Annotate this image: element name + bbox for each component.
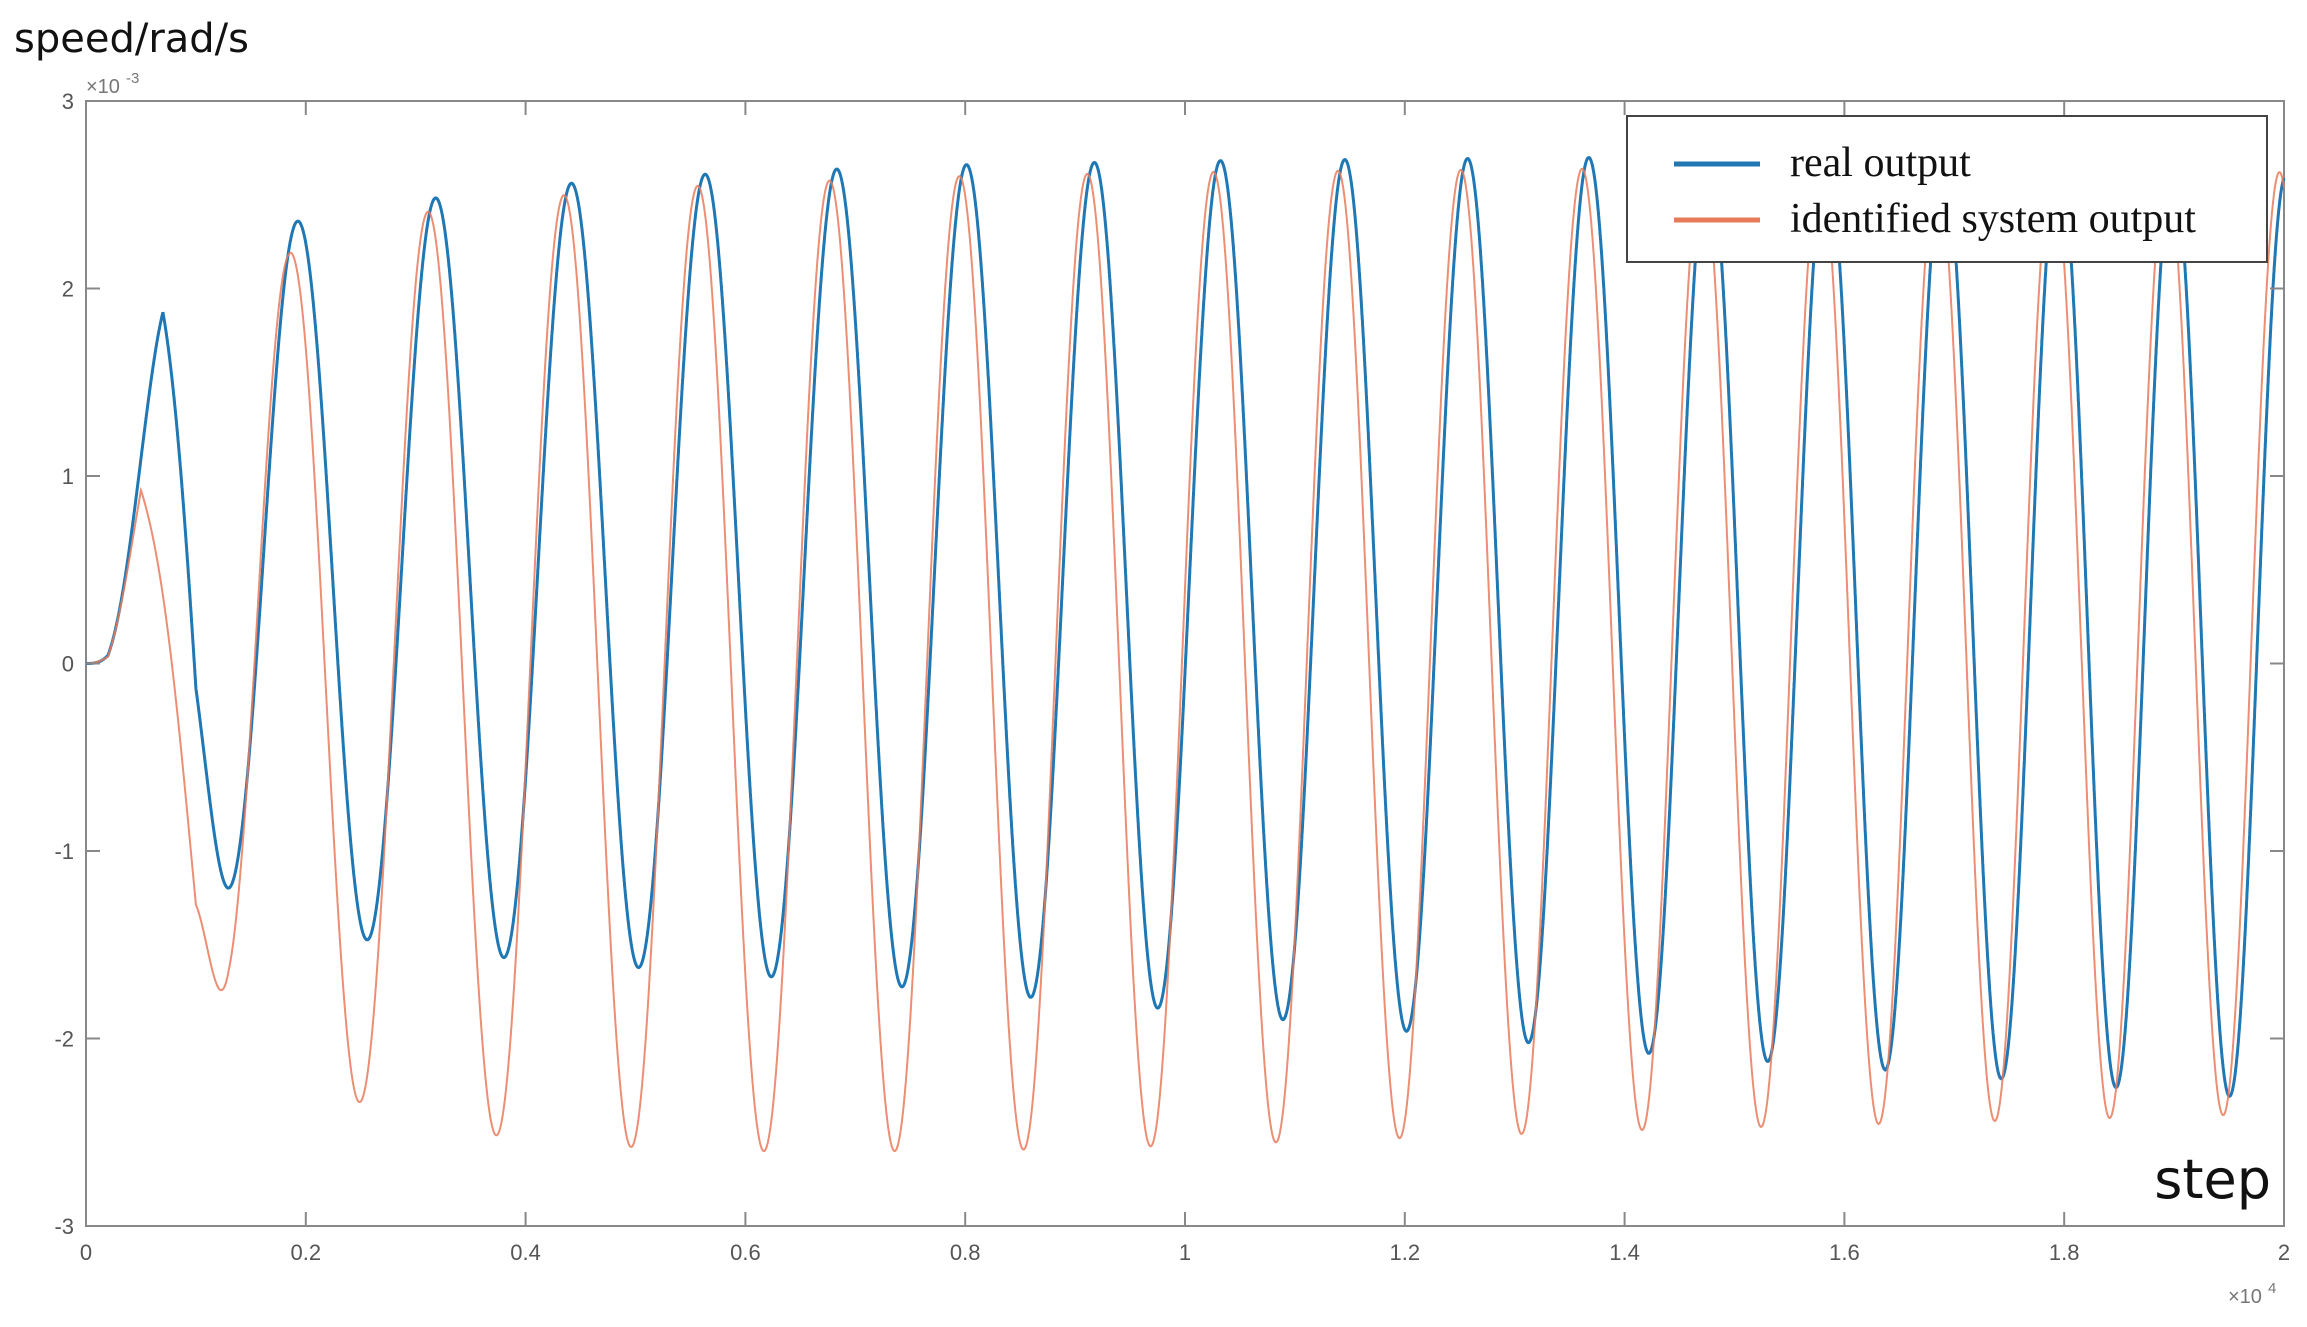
- x-axis-label: step: [2154, 1148, 2271, 1211]
- legend-box: [1626, 115, 2268, 263]
- x-tick-label-0: 0: [80, 1240, 92, 1265]
- y-tick-label-4: 1: [62, 464, 74, 489]
- legend-label-identified-system-output: identified system output: [1790, 196, 2196, 242]
- x-tick-label-6: 1.2: [1390, 1240, 1421, 1265]
- svg-text:4: 4: [2268, 1280, 2276, 1297]
- x-multiplier: ×10 4: [2228, 1280, 2276, 1308]
- x-tick-label-2: 0.4: [510, 1240, 541, 1265]
- y-axis-label: speed/rad/s: [14, 16, 249, 62]
- x-tick-label-9: 1.8: [2049, 1240, 2080, 1265]
- svg-text:-3: -3: [126, 70, 139, 87]
- y-tick-label-2: -1: [54, 839, 74, 864]
- x-tick-label-7: 1.4: [1609, 1240, 1640, 1265]
- y-tick-label-5: 2: [62, 277, 74, 302]
- series-line-identified-system-output: [86, 167, 2285, 1152]
- x-tick-label-8: 1.6: [1829, 1240, 1860, 1265]
- x-tick-label-3: 0.6: [730, 1240, 761, 1265]
- x-tick-label-10: 2: [2278, 1240, 2290, 1265]
- legend: real output identified system output: [1626, 115, 2268, 263]
- svg-text:×10: ×10: [2228, 1286, 2262, 1308]
- y-multiplier: ×10 -3: [86, 70, 139, 98]
- y-tick-label-6: 3: [62, 89, 74, 114]
- x-tick-label-4: 0.8: [950, 1240, 981, 1265]
- series-layer: [86, 155, 2286, 1152]
- y-tick-label-1: -2: [54, 1027, 74, 1052]
- series-line-real-output: [86, 155, 2286, 1098]
- y-axis-ticks: -3 -2 -1 0 1 2 3: [54, 89, 2284, 1239]
- x-axis-ticks: 0 0.2 0.4 0.6 0.8 1 1.2 1.4 1.6 1.8 2: [80, 101, 2290, 1265]
- x-tick-label-5: 1: [1179, 1240, 1191, 1265]
- x-tick-label-1: 0.2: [291, 1240, 322, 1265]
- y-tick-label-0: -3: [54, 1214, 74, 1239]
- legend-label-real-output: real output: [1790, 140, 1971, 186]
- y-tick-label-3: 0: [62, 652, 74, 677]
- svg-text:×10: ×10: [86, 76, 120, 98]
